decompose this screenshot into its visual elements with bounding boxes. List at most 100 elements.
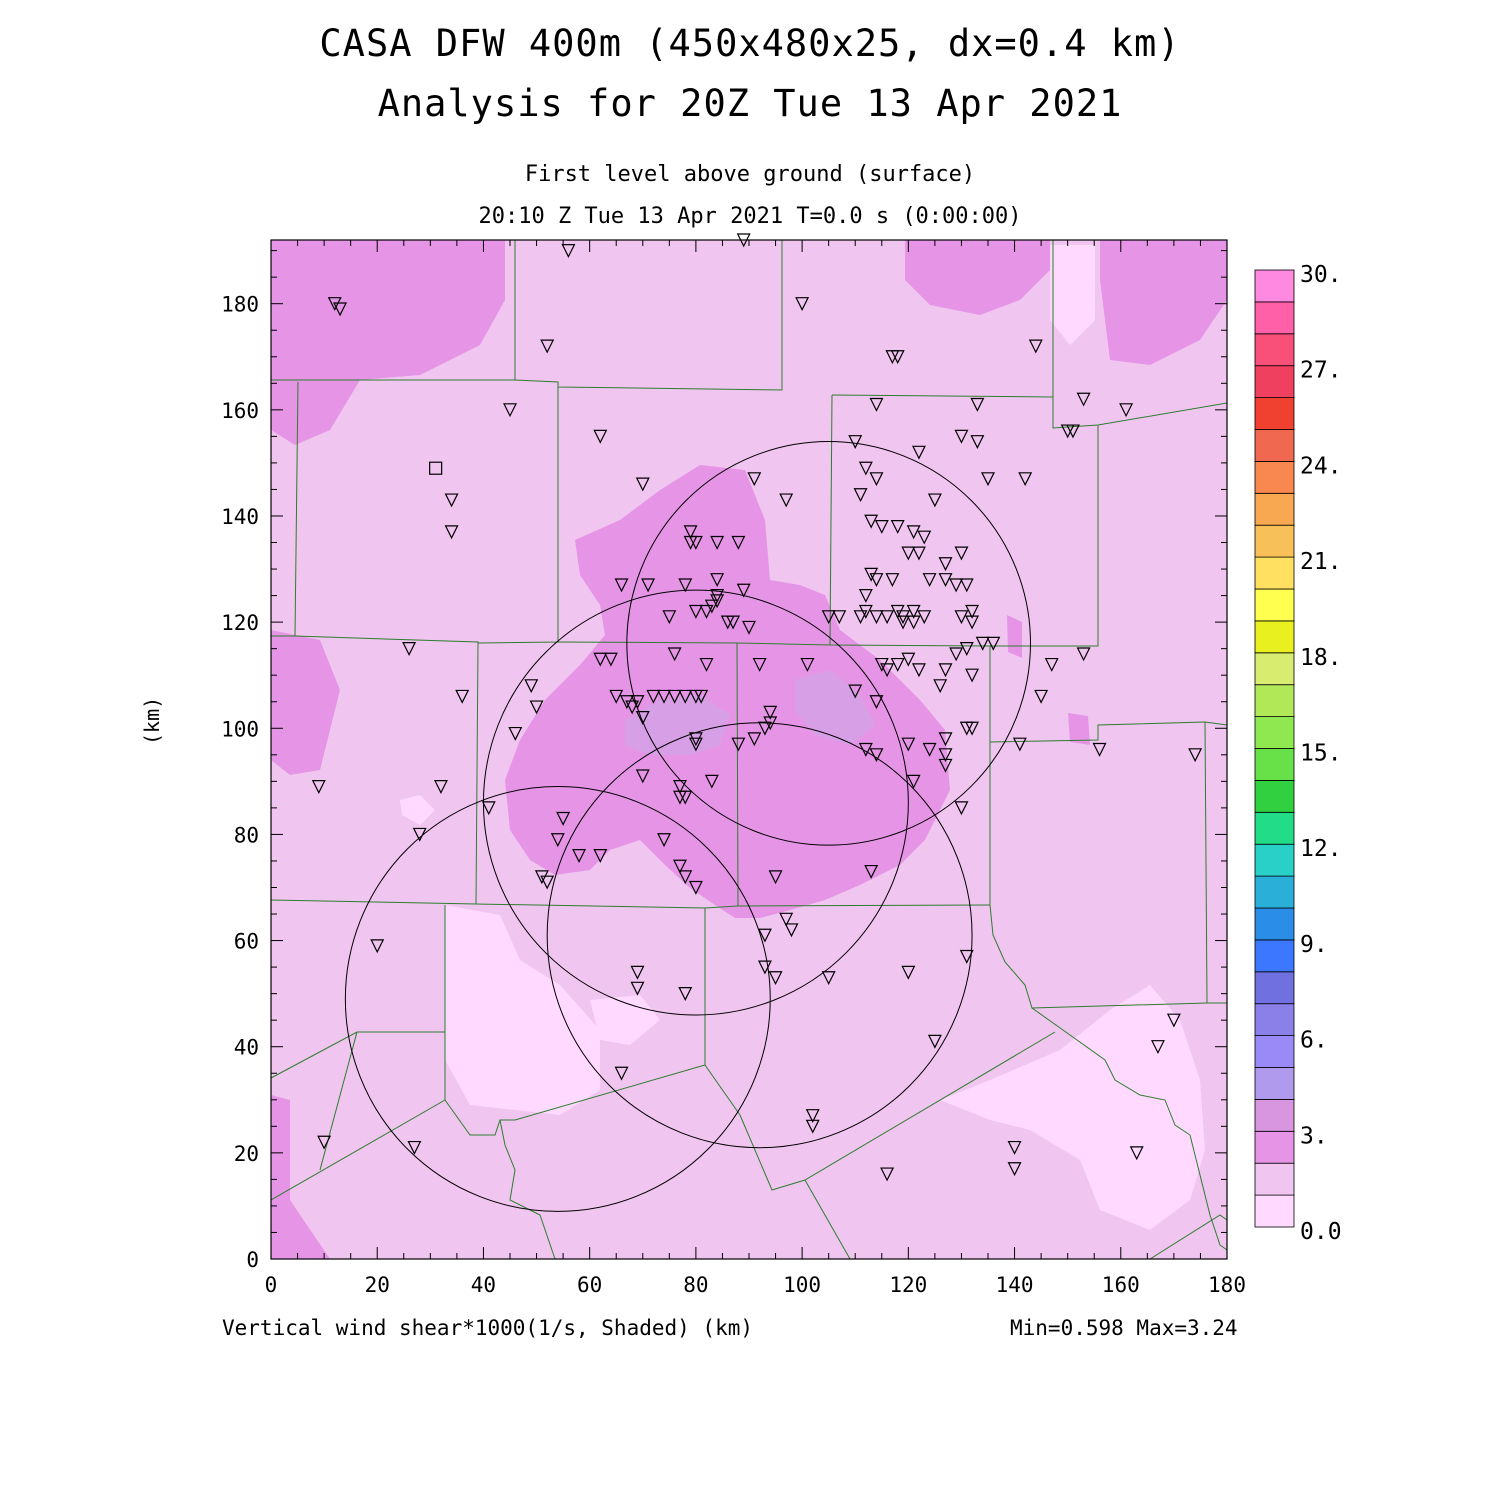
station-marker bbox=[455, 689, 470, 704]
y-tick-label: 20 bbox=[234, 1142, 259, 1166]
station-marker bbox=[1034, 689, 1049, 704]
station-marker bbox=[444, 493, 459, 508]
station-marker bbox=[710, 535, 725, 550]
station-marker bbox=[550, 833, 565, 848]
station-marker bbox=[954, 429, 969, 444]
colorbar-segment bbox=[1254, 460, 1295, 494]
station-marker bbox=[869, 472, 884, 487]
station-marker bbox=[959, 578, 974, 593]
station-marker bbox=[662, 610, 677, 625]
station-marker bbox=[412, 827, 427, 842]
station-marker bbox=[1018, 472, 1033, 487]
y-tick-label: 180 bbox=[221, 293, 259, 317]
y-tick-label: 120 bbox=[221, 611, 259, 635]
map-subtitle-line2: 20:10 Z Tue 13 Apr 2021 T=0.0 s (0:00:00… bbox=[478, 204, 1022, 229]
station-marker bbox=[333, 302, 348, 317]
station-marker bbox=[625, 700, 640, 715]
colorbar-segment bbox=[1254, 652, 1295, 686]
station-marker bbox=[848, 435, 863, 450]
station-marker bbox=[880, 610, 895, 625]
station-marker bbox=[1076, 647, 1091, 662]
colorbar-label: 9. bbox=[1300, 932, 1328, 958]
station-marker bbox=[874, 519, 889, 534]
colorbar bbox=[1254, 269, 1295, 1228]
colorbar-label: 18. bbox=[1300, 645, 1342, 671]
station-marker bbox=[731, 535, 746, 550]
y-tick-label: 160 bbox=[221, 399, 259, 423]
station-marker bbox=[848, 684, 863, 699]
station-marker bbox=[672, 859, 687, 874]
station-marker bbox=[699, 604, 714, 619]
station-marker bbox=[901, 737, 916, 752]
station-marker bbox=[954, 801, 969, 816]
colorbar-segment bbox=[1254, 492, 1295, 526]
station-marker bbox=[524, 679, 539, 694]
station-marker bbox=[688, 535, 703, 550]
station-marker bbox=[869, 748, 884, 763]
colorbar-segment bbox=[1254, 971, 1295, 1005]
colorbar-label: 21. bbox=[1300, 549, 1342, 575]
station-marker bbox=[1119, 403, 1134, 418]
shaded-field bbox=[271, 240, 1227, 1259]
station-marker bbox=[922, 742, 937, 757]
x-tick-label: 20 bbox=[365, 1273, 390, 1297]
min-max-readout: Min=0.598 Max=3.24 bbox=[1010, 1316, 1238, 1340]
colorbar-segment bbox=[1254, 1067, 1295, 1100]
colorbar-label: 24. bbox=[1300, 453, 1342, 479]
station-marker bbox=[917, 610, 932, 625]
station-marker bbox=[906, 774, 921, 789]
station-marker bbox=[614, 578, 629, 593]
station-marker bbox=[954, 546, 969, 561]
station-marker bbox=[965, 721, 980, 736]
x-axis-tick-labels: 0 20 40 60 80 100 120 140 160 180 bbox=[265, 1273, 1246, 1297]
station-marker bbox=[938, 663, 953, 678]
station-marker bbox=[805, 1109, 820, 1124]
x-tick-label: 160 bbox=[1102, 1273, 1140, 1297]
x-tick-label: 140 bbox=[996, 1273, 1034, 1297]
station-marker bbox=[890, 657, 905, 672]
x-tick-label: 60 bbox=[577, 1273, 602, 1297]
station-marker bbox=[896, 615, 910, 630]
station-marker bbox=[911, 445, 926, 460]
station-marker bbox=[678, 689, 693, 704]
station-markers bbox=[311, 233, 1203, 1182]
station-marker bbox=[630, 981, 645, 996]
station-marker bbox=[768, 971, 783, 986]
station-marker bbox=[742, 620, 756, 635]
station-marker bbox=[683, 525, 698, 540]
station-marker bbox=[593, 849, 608, 863]
station-marker bbox=[864, 567, 879, 582]
station-marker bbox=[784, 923, 799, 938]
station-marker bbox=[1044, 657, 1059, 672]
station-marker bbox=[731, 737, 746, 752]
x-tick-label: 0 bbox=[265, 1273, 278, 1297]
y-axis-tick-labels: 0 20 40 60 80 100 120 140 160 180 bbox=[221, 293, 259, 1272]
station-marker bbox=[757, 721, 772, 736]
colorbar-segment bbox=[1254, 269, 1295, 303]
station-marker bbox=[407, 1140, 422, 1155]
station-marker bbox=[667, 647, 682, 662]
station-marker bbox=[667, 689, 682, 704]
station-marker bbox=[965, 604, 980, 619]
colorbar-segment bbox=[1254, 748, 1295, 781]
station-marker bbox=[906, 615, 921, 630]
station-marker bbox=[481, 801, 496, 816]
colorbar-segment bbox=[1254, 811, 1295, 845]
station-marker bbox=[874, 657, 889, 672]
station-marker bbox=[864, 864, 879, 879]
station-marker bbox=[911, 663, 926, 678]
colorbar-segment bbox=[1254, 301, 1295, 335]
station-marker bbox=[927, 493, 942, 508]
colorbar-label: 6. bbox=[1300, 1028, 1328, 1054]
station-marker bbox=[938, 748, 953, 763]
station-marker bbox=[370, 939, 385, 954]
station-marker bbox=[869, 397, 884, 412]
x-tick-label: 120 bbox=[889, 1273, 927, 1297]
colorbar-label: 30. bbox=[1300, 262, 1342, 288]
station-marker bbox=[880, 1167, 895, 1182]
station-marker bbox=[869, 610, 884, 625]
station-marker bbox=[1150, 1040, 1165, 1055]
station-marker bbox=[927, 1034, 942, 1049]
colorbar-segment bbox=[1254, 524, 1295, 558]
station-marker bbox=[1066, 424, 1080, 439]
